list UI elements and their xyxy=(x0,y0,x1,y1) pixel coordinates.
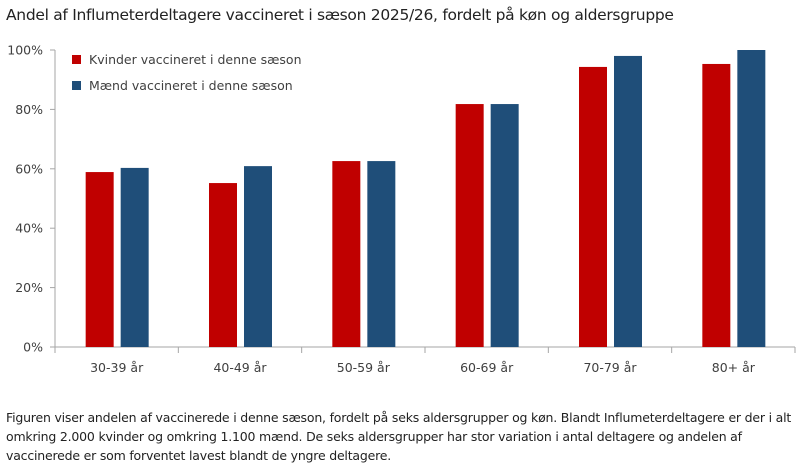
y-tick-label: 40% xyxy=(15,221,43,236)
bar-women xyxy=(579,66,607,347)
chart-caption: Figuren viser andelen af vaccinerede i d… xyxy=(6,410,792,463)
y-tick-label: 0% xyxy=(23,340,43,355)
bar-men xyxy=(244,166,272,347)
x-tick-label: 50-59 år xyxy=(337,360,391,375)
bar-women xyxy=(85,172,114,347)
bar-women xyxy=(702,63,731,348)
x-tick-label: 60-69 år xyxy=(460,360,514,375)
y-tick-label: 100% xyxy=(7,43,43,58)
bar-women xyxy=(332,161,361,347)
y-tick-label: 60% xyxy=(15,161,43,176)
y-tick-label: 20% xyxy=(15,280,43,295)
bar-men xyxy=(367,161,396,347)
x-tick-label: 80+ år xyxy=(712,360,756,375)
bar-women xyxy=(455,104,484,347)
bar-men xyxy=(120,167,149,347)
legend-label: Mænd vaccineret i denne sæson xyxy=(89,78,293,93)
bar-men xyxy=(490,104,519,347)
bar-women xyxy=(209,183,237,347)
bar-men xyxy=(737,50,766,347)
x-tick-label: 70-79 år xyxy=(583,360,637,375)
bar-chart: 0% 20% 40% 60% 80% 100% 30-39 år 40-49 år 50-59 … xyxy=(7,43,796,375)
legend-label: Kvinder vaccineret i denne sæson xyxy=(89,52,302,67)
chart-title: Andel af Influmeterdeltagere vaccineret … xyxy=(6,6,674,24)
legend-swatch xyxy=(72,81,81,90)
x-tick-label: 30-39 år xyxy=(90,360,144,375)
bar-men xyxy=(614,55,642,347)
y-tick-label: 80% xyxy=(15,102,43,117)
legend-swatch xyxy=(72,55,81,64)
x-tick-label: 40-49 år xyxy=(213,360,267,375)
